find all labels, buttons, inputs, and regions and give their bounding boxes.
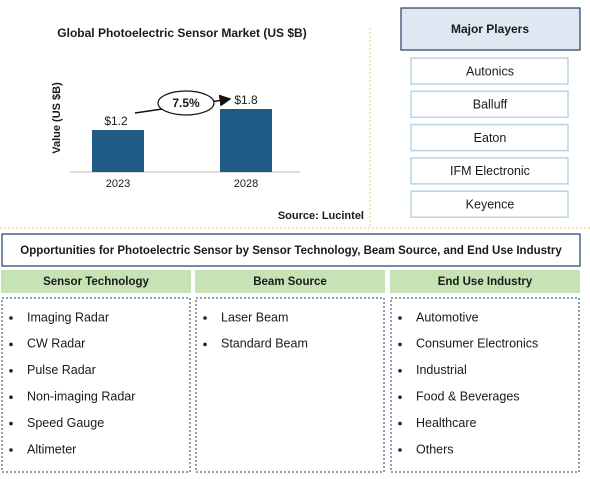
player-box: [410, 123, 569, 152]
list-item: Standard Beam: [221, 337, 308, 351]
bullet: [9, 369, 13, 373]
list-item: Others: [416, 442, 454, 456]
player-box: [410, 90, 569, 119]
bullet: [398, 421, 402, 426]
cagr-ellipse: [157, 90, 215, 116]
value-label: $1.8: [234, 93, 258, 107]
column-header: [390, 270, 580, 293]
bullet: [398, 316, 402, 320]
bullet: [398, 395, 402, 400]
list-item: Pulse Radar: [27, 363, 96, 377]
list-item: Automotive: [416, 310, 479, 324]
list-item: Altimeter: [27, 442, 76, 456]
list-item: Healthcare: [416, 416, 476, 430]
bullet: [203, 342, 207, 347]
bullet: [9, 448, 13, 452]
bullet: [398, 369, 402, 373]
column-header: [1, 270, 191, 293]
player-name: Eaton: [474, 131, 507, 145]
bullet: [398, 448, 402, 452]
column-title: End Use Industry: [438, 276, 533, 288]
cagr-label: 7.5%: [172, 96, 200, 110]
column-box: [195, 297, 385, 473]
opportunities-title: Opportunities for Photoelectric Sensor b…: [20, 245, 562, 257]
x-tick-label: 2023: [106, 178, 130, 190]
bar: [92, 130, 144, 172]
bar: [220, 109, 272, 172]
chart-title: Global Photoelectric Sensor Market (US $…: [57, 26, 306, 40]
y-axis-label: Value (US $B): [51, 82, 63, 154]
bullet: [9, 342, 13, 347]
list-item: Speed Gauge: [27, 416, 104, 430]
list-item: Laser Beam: [221, 310, 288, 324]
bullet: [203, 316, 207, 320]
column-header: [195, 270, 385, 293]
column-box: [390, 297, 580, 473]
player-box: [410, 57, 569, 85]
players-header: [400, 7, 581, 51]
bullet: [9, 316, 13, 320]
players-title: Major Players: [451, 22, 529, 36]
column-box: [1, 297, 191, 473]
x-tick-label: 2028: [234, 178, 258, 190]
column-title: Sensor Technology: [43, 276, 149, 288]
list-item: Industrial: [416, 363, 467, 377]
bullet: [9, 395, 13, 400]
list-item: Non-imaging Radar: [27, 389, 135, 403]
list-item: Imaging Radar: [27, 310, 109, 324]
player-name: Keyence: [466, 197, 515, 211]
bullet: [398, 342, 402, 347]
opportunities-header: [1, 233, 581, 267]
player-name: Balluff: [473, 98, 508, 112]
player-name: Autonics: [466, 64, 514, 78]
list-item: Consumer Electronics: [416, 337, 538, 351]
list-item: Food & Beverages: [416, 389, 520, 403]
value-label: $1.2: [104, 114, 128, 128]
player-box: [410, 157, 569, 185]
player-name: IFM Electronic: [450, 164, 530, 178]
column-title: Beam Source: [253, 276, 327, 288]
source: Source: Lucintel: [278, 210, 364, 222]
player-box: [410, 190, 569, 218]
bullet: [9, 421, 13, 426]
list-item: CW Radar: [27, 337, 85, 351]
